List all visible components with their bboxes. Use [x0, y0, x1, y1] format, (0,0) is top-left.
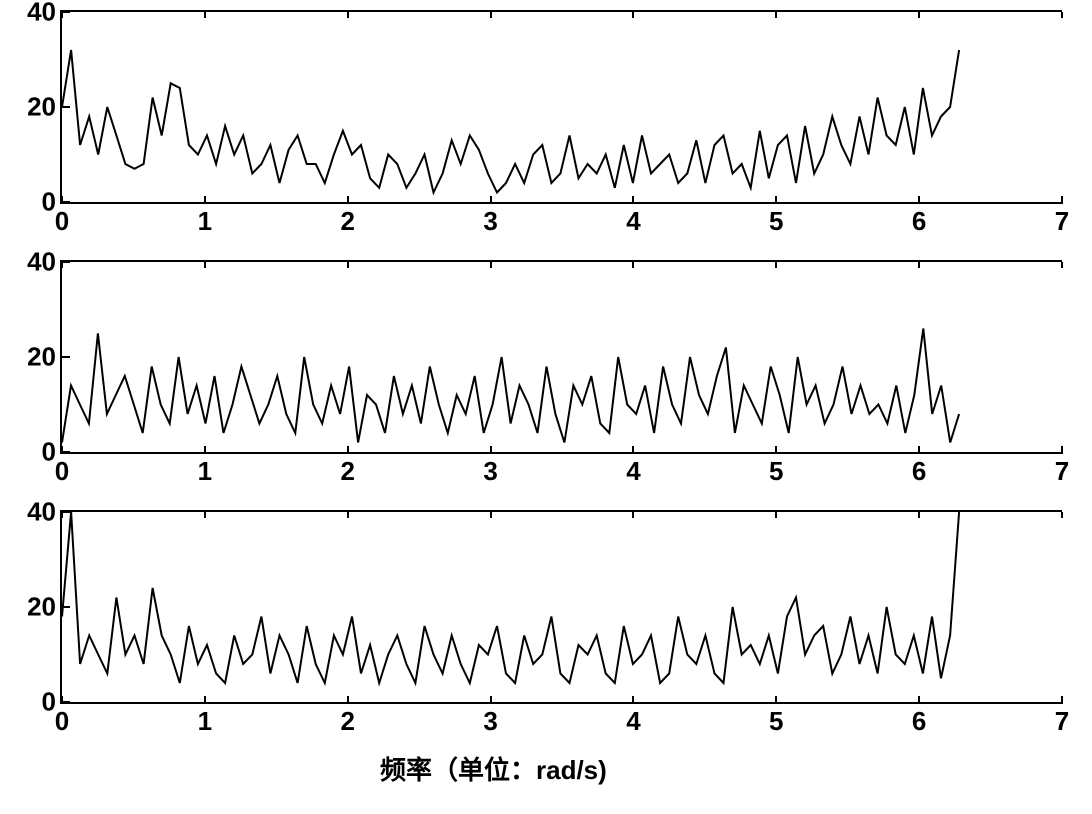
chart-panel-1: 0204001234567: [60, 10, 1060, 200]
x-tick-label: 4: [626, 706, 640, 737]
chart-panel-2: 0204001234567: [60, 260, 1060, 450]
x-tick-label: 2: [340, 206, 354, 237]
x-tick-label: 0: [55, 706, 69, 737]
y-tick-label: 20: [27, 342, 56, 373]
x-tick-label: 6: [912, 456, 926, 487]
y-tick-label: 40: [27, 497, 56, 528]
x-axis-label: 频率（单位：rad/s): [380, 750, 607, 787]
data-line: [62, 512, 1062, 702]
x-tick-label: 1: [198, 206, 212, 237]
x-tick-label: 4: [626, 206, 640, 237]
y-tick-label: 20: [27, 92, 56, 123]
x-tick-label: 3: [483, 456, 497, 487]
data-line: [62, 12, 1062, 202]
y-tick-label: 20: [27, 592, 56, 623]
x-tick-label: 5: [769, 456, 783, 487]
x-tick-label: 0: [55, 456, 69, 487]
x-tick-label: 1: [198, 706, 212, 737]
x-tick-label: 7: [1055, 706, 1069, 737]
x-tick-label: 7: [1055, 456, 1069, 487]
y-tick-label: 40: [27, 0, 56, 28]
x-tick-label: 5: [769, 206, 783, 237]
x-tick-label: 6: [912, 206, 926, 237]
x-tick-label: 4: [626, 456, 640, 487]
data-line: [62, 262, 1062, 452]
x-tick-label: 7: [1055, 206, 1069, 237]
y-tick-label: 40: [27, 247, 56, 278]
plot-area: 0204001234567: [60, 260, 1062, 454]
x-tick-label: 1: [198, 456, 212, 487]
x-tick-label: 3: [483, 206, 497, 237]
x-tick-label: 2: [340, 456, 354, 487]
plot-area: 0204001234567: [60, 510, 1062, 704]
plot-area: 0204001234567: [60, 10, 1062, 204]
x-tick-label: 5: [769, 706, 783, 737]
x-tick-label: 3: [483, 706, 497, 737]
chart-panel-3: 0204001234567: [60, 510, 1060, 700]
figure: 020400123456702040012345670204001234567 …: [0, 0, 1092, 814]
x-tick-label: 0: [55, 206, 69, 237]
x-tick-label: 6: [912, 706, 926, 737]
x-tick-label: 2: [340, 706, 354, 737]
